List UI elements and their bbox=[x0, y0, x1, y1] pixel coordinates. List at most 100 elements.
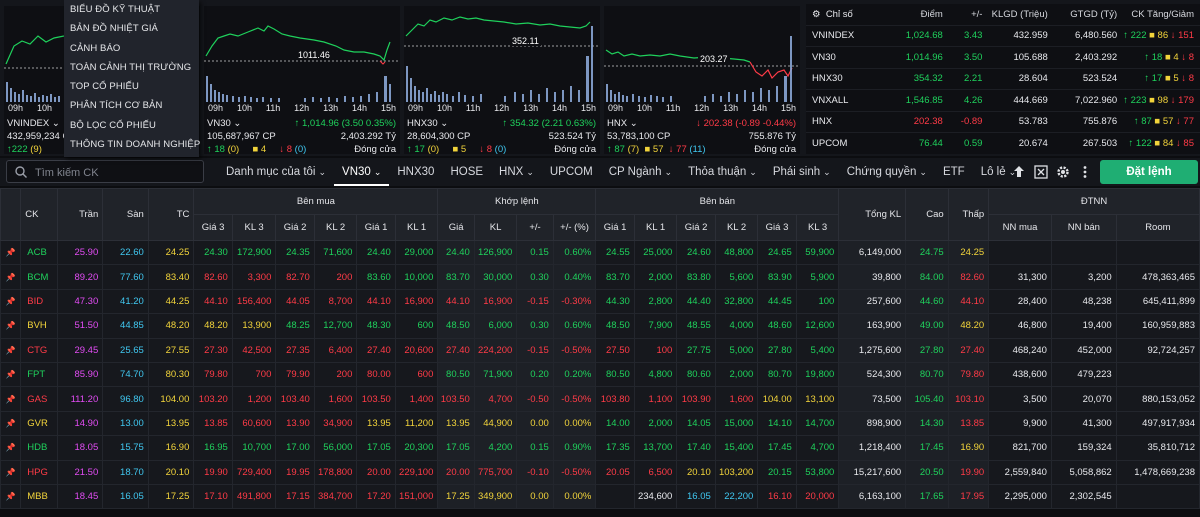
buy-3-price-cell[interactable]: 16.95 bbox=[193, 435, 233, 461]
buy-2-price-cell[interactable]: 44.05 bbox=[275, 288, 315, 315]
index-row[interactable]: VNXALL 1,546.85 4.26 444.669 7,022.960 ↑ 223 … bbox=[806, 89, 1200, 111]
menu-item-alerts[interactable]: CẢNH BÁO bbox=[70, 42, 121, 54]
buy-1-price-cell[interactable]: 17.05 bbox=[356, 435, 396, 461]
buy-1-price-cell[interactable]: 83.60 bbox=[356, 264, 396, 290]
place-order-button[interactable]: Đặt lệnh bbox=[1100, 160, 1198, 184]
table-row[interactable]: 📌 BVH 51.50 44.85 48.20 48.20 13,900 48.25 12,70… bbox=[0, 313, 1200, 339]
symbol-cell[interactable]: ACB bbox=[20, 239, 58, 266]
symbol-cell[interactable]: MBB bbox=[20, 483, 58, 510]
upload-icon[interactable] bbox=[1012, 165, 1026, 179]
sell-1-price-cell[interactable]: 24.55 bbox=[595, 239, 635, 266]
table-row[interactable]: 📌 CTG 29.45 25.65 27.55 27.30 42,500 27.35 6,400… bbox=[0, 337, 1200, 363]
menu-item-price-heatmap[interactable]: BẢN ĐỒ NHIỆT GIÁ bbox=[70, 23, 158, 35]
buy-3-price-cell[interactable]: 27.30 bbox=[193, 337, 233, 363]
symbol-cell[interactable]: HDB bbox=[20, 435, 58, 461]
buy-2-price-cell[interactable]: 27.35 bbox=[275, 337, 315, 363]
buy-2-price-cell[interactable]: 17.00 bbox=[275, 435, 315, 461]
sell-2-price-cell[interactable]: 20.10 bbox=[676, 459, 716, 485]
index-row[interactable]: VN30 1,014.96 3.50 105.688 2,403.292 ↑ 18 ■ 4… bbox=[806, 46, 1200, 68]
pin-icon[interactable]: 📌 bbox=[0, 337, 22, 363]
pin-icon[interactable]: 📌 bbox=[0, 410, 22, 437]
sell-1-price-cell[interactable]: 80.50 bbox=[595, 361, 635, 388]
pin-icon[interactable]: 📌 bbox=[0, 239, 22, 266]
more-vertical-icon[interactable] bbox=[1078, 165, 1092, 179]
pin-icon[interactable]: 📌 bbox=[0, 264, 22, 290]
sell-1-price-cell[interactable]: 83.70 bbox=[595, 264, 635, 290]
buy-3-price-cell[interactable]: 19.90 bbox=[193, 459, 233, 485]
sell-1-price-cell[interactable]: 27.50 bbox=[595, 337, 635, 363]
match-price-cell[interactable]: 44.10 bbox=[437, 288, 475, 315]
chevron-down-icon[interactable]: ⌄ bbox=[440, 118, 449, 129]
buy-3-price-cell[interactable]: 17.10 bbox=[193, 483, 233, 510]
mini-chart-hnx[interactable]: 203.27 09h 10h 11h 12h 13h 14h 15h HNX ⌄… bbox=[604, 6, 800, 155]
sell-2-price-cell[interactable]: 27.75 bbox=[676, 337, 716, 363]
symbol-cell[interactable]: HPG bbox=[20, 459, 58, 485]
index-row[interactable]: HNX30 354.32 2.21 28.604 523.524 ↑ 17 ■ 5 ↓ 8 bbox=[806, 67, 1200, 90]
sell-2-price-cell[interactable]: 24.60 bbox=[676, 239, 716, 266]
sell-3-price-cell[interactable]: 27.80 bbox=[757, 337, 797, 363]
symbol-cell[interactable]: BVH bbox=[20, 313, 58, 339]
match-price-cell[interactable]: 17.05 bbox=[437, 435, 475, 461]
sell-2-price-cell[interactable]: 17.40 bbox=[676, 435, 716, 461]
buy-1-price-cell[interactable]: 27.40 bbox=[356, 337, 396, 363]
table-row[interactable]: 📌 FPT 85.90 74.70 80.30 79.80 700 79.90 200 80.00… bbox=[0, 361, 1200, 388]
sell-1-price-cell[interactable] bbox=[595, 483, 635, 510]
menu-item-stock-screener[interactable]: BỘ LỌC CỔ PHIẾU bbox=[70, 119, 156, 131]
sell-3-price-cell[interactable]: 20.15 bbox=[757, 459, 797, 485]
sell-3-price-cell[interactable]: 104.00 bbox=[757, 386, 797, 412]
gear-icon[interactable] bbox=[1056, 165, 1070, 179]
menu-item-technical-chart[interactable]: BIỂU ĐỒ KỸ THUẬT bbox=[70, 4, 161, 15]
search-input[interactable]: Tìm kiếm CK bbox=[6, 160, 204, 183]
tab-etf[interactable]: ETF bbox=[935, 158, 973, 186]
sell-1-price-cell[interactable]: 103.80 bbox=[595, 386, 635, 412]
match-price-cell[interactable]: 103.50 bbox=[437, 386, 475, 412]
buy-3-price-cell[interactable]: 13.85 bbox=[193, 410, 233, 437]
sell-3-price-cell[interactable]: 83.90 bbox=[757, 264, 797, 290]
chevron-down-icon[interactable]: ⌄ bbox=[233, 118, 242, 129]
table-row[interactable]: 📌 HDB 18.05 15.75 16.90 16.95 10,700 17.00 56,00… bbox=[0, 435, 1200, 461]
sell-2-price-cell[interactable]: 44.40 bbox=[676, 288, 716, 315]
buy-2-price-cell[interactable]: 13.90 bbox=[275, 410, 315, 437]
sell-2-price-cell[interactable]: 103.90 bbox=[676, 386, 716, 412]
tab-phái-sinh[interactable]: Phái sinh ⌄ bbox=[765, 158, 839, 186]
match-price-cell[interactable]: 20.00 bbox=[437, 459, 475, 485]
buy-1-price-cell[interactable]: 48.30 bbox=[356, 313, 396, 339]
sell-3-price-cell[interactable]: 48.60 bbox=[757, 313, 797, 339]
pin-icon[interactable]: 📌 bbox=[0, 459, 22, 485]
sell-2-price-cell[interactable]: 80.60 bbox=[676, 361, 716, 388]
table-row[interactable]: 📌 MBB 18.45 16.05 17.25 17.10 491,800 17.15 384,… bbox=[0, 483, 1200, 510]
tab-hnx[interactable]: HNX ⌄ bbox=[491, 158, 542, 186]
sell-2-price-cell[interactable]: 48.55 bbox=[676, 313, 716, 339]
symbol-cell[interactable]: CTG bbox=[20, 337, 58, 363]
table-row[interactable]: 📌 BCM 89.20 77.60 83.40 82.60 3,300 82.70 200 83.… bbox=[0, 264, 1200, 290]
match-price-cell[interactable]: 24.40 bbox=[437, 239, 475, 266]
buy-1-price-cell[interactable]: 103.50 bbox=[356, 386, 396, 412]
buy-3-price-cell[interactable]: 48.20 bbox=[193, 313, 233, 339]
table-row[interactable]: 📌 GVR 14.90 13.00 13.95 13.85 60,600 13.90 34,90… bbox=[0, 410, 1200, 437]
buy-3-price-cell[interactable]: 79.80 bbox=[193, 361, 233, 388]
tab-hnx30[interactable]: HNX30 bbox=[389, 158, 442, 186]
buy-3-price-cell[interactable]: 24.30 bbox=[193, 239, 233, 266]
table-row[interactable]: 📌 ACB 25.90 22.60 24.25 24.30 172,900 24.35 71,6… bbox=[0, 239, 1200, 266]
buy-3-price-cell[interactable]: 82.60 bbox=[193, 264, 233, 290]
sell-3-price-cell[interactable]: 14.10 bbox=[757, 410, 797, 437]
index-row[interactable]: HNX 202.38 -0.89 53.783 755.876 ↑ 87 ■ 57 ↓ 7… bbox=[806, 110, 1200, 133]
sell-1-price-cell[interactable]: 14.00 bbox=[595, 410, 635, 437]
buy-2-price-cell[interactable]: 82.70 bbox=[275, 264, 315, 290]
buy-1-price-cell[interactable]: 24.40 bbox=[356, 239, 396, 266]
tab-thỏa-thuận[interactable]: Thỏa thuận ⌄ bbox=[680, 158, 765, 186]
sell-1-price-cell[interactable]: 20.05 bbox=[595, 459, 635, 485]
buy-1-price-cell[interactable]: 44.10 bbox=[356, 288, 396, 315]
pin-icon[interactable]: 📌 bbox=[0, 361, 22, 388]
match-price-cell[interactable]: 13.95 bbox=[437, 410, 475, 437]
buy-1-price-cell[interactable]: 13.95 bbox=[356, 410, 396, 437]
symbol-cell[interactable]: GAS bbox=[20, 386, 58, 412]
symbol-cell[interactable]: GVR bbox=[20, 410, 58, 437]
tab-hose[interactable]: HOSE bbox=[442, 158, 491, 186]
tab-chứng-quyền[interactable]: Chứng quyền ⌄ bbox=[839, 158, 935, 186]
buy-3-price-cell[interactable]: 44.10 bbox=[193, 288, 233, 315]
buy-2-price-cell[interactable]: 48.25 bbox=[275, 313, 315, 339]
sell-1-price-cell[interactable]: 48.50 bbox=[595, 313, 635, 339]
tab-vn30[interactable]: VN30 ⌄ bbox=[334, 158, 390, 186]
match-price-cell[interactable]: 80.50 bbox=[437, 361, 475, 388]
